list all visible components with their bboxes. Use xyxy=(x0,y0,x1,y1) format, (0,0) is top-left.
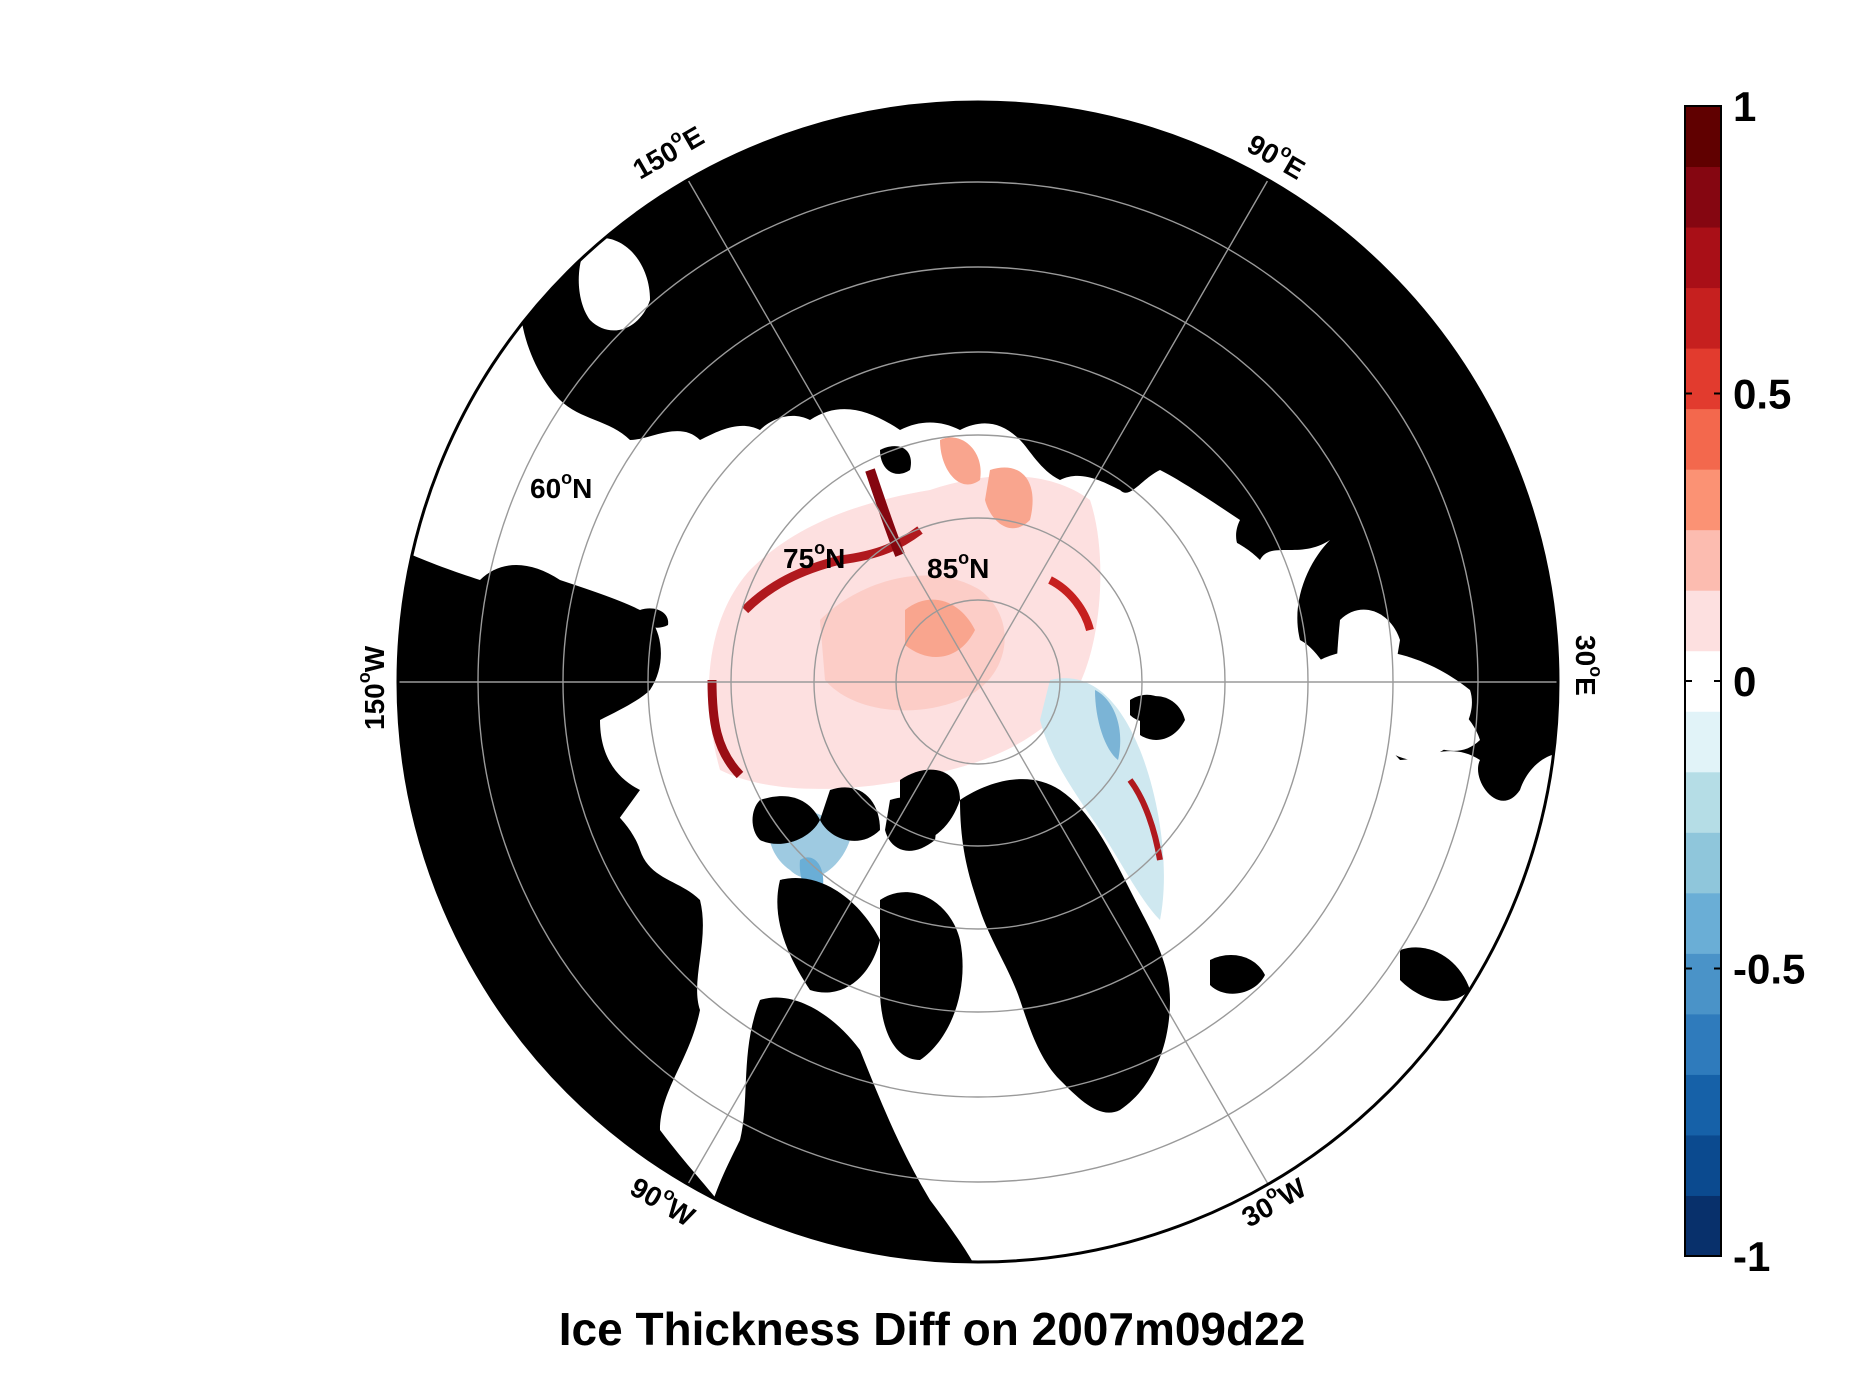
lon-label-30e: 30oE xyxy=(1570,635,1606,696)
lat-label-75: 75oN xyxy=(783,538,845,574)
landmass-baffin xyxy=(700,997,980,1262)
landmass-iceland xyxy=(1210,955,1265,994)
lat-label-60: 60oN xyxy=(530,468,592,504)
colorbar-segments xyxy=(1685,106,1721,1257)
positive-diff-edge-atlantic xyxy=(1048,576,1094,632)
latitude-labels: 60oN 75oN 85oN xyxy=(530,468,989,584)
positive-diff-ridge-2 xyxy=(985,467,1033,529)
colorbar-segment xyxy=(1685,590,1721,652)
lat-label-85: 85oN xyxy=(927,548,989,584)
landmass-caa-4 xyxy=(777,878,880,993)
colorbar-segment xyxy=(1685,1195,1721,1257)
landmass-caa-5 xyxy=(880,892,963,1060)
colorbar-segment xyxy=(1685,1134,1721,1196)
ice-diff-field xyxy=(707,437,1164,920)
polar-map xyxy=(398,102,1558,1262)
colorbar-segment xyxy=(1685,469,1721,531)
colorbar-tick-label: 0 xyxy=(1733,658,1756,705)
sea-okhotsk xyxy=(578,238,650,331)
landmass-caa-6 xyxy=(830,1077,870,1135)
colorbar: 1 0.5 0 -0.5 -1 xyxy=(1684,83,1805,1280)
colorbar-segment xyxy=(1685,227,1721,289)
figure-title: Ice Thickness Diff on 2007m09d22 xyxy=(559,1303,1306,1355)
sea-barents xyxy=(1320,650,1472,760)
colorbar-segment xyxy=(1685,1013,1721,1075)
colorbar-segment xyxy=(1685,1074,1721,1136)
colorbar-segment xyxy=(1685,711,1721,773)
landmass-scandinavia xyxy=(1400,947,1470,1001)
colorbar-tick-label: -1 xyxy=(1733,1233,1770,1280)
colorbar-tick-label: 0.5 xyxy=(1733,371,1791,418)
map-border xyxy=(396,100,1560,1264)
negative-diff-region xyxy=(1040,678,1164,920)
colorbar-segment xyxy=(1685,771,1721,833)
colorbar-segment xyxy=(1685,106,1721,168)
inland-seas xyxy=(578,238,1480,760)
landmass-greenland xyxy=(960,779,1170,1113)
colorbar-tick-label: 1 xyxy=(1733,83,1756,130)
colorbar-segment xyxy=(1685,348,1721,410)
landmass-new-siberian xyxy=(880,446,911,474)
landmass-ellesmere xyxy=(900,769,960,843)
colorbar-ticks: 1 0.5 0 -0.5 -1 xyxy=(1685,83,1805,1280)
colorbar-segment xyxy=(1685,166,1721,228)
colorbar-segment xyxy=(1685,953,1721,1015)
landmass-franz-josef xyxy=(1130,694,1170,722)
graticule xyxy=(398,179,1558,1185)
meridian-120 xyxy=(687,179,1269,1185)
positive-diff-ridge-3 xyxy=(940,437,981,485)
lon-label-150w: 150oW xyxy=(354,645,390,730)
colorbar-tick-label: -0.5 xyxy=(1733,946,1805,993)
colorbar-segment xyxy=(1685,892,1721,954)
sea-kara xyxy=(1140,529,1260,594)
negative-diff-core xyxy=(1095,690,1121,760)
colorbar-segment xyxy=(1685,287,1721,349)
landmass-caa-1 xyxy=(752,796,820,844)
positive-diff-edge-laptev xyxy=(865,468,905,557)
positive-diff-edge-caa xyxy=(707,679,744,779)
landmass-eurasia xyxy=(520,102,1558,801)
positive-diff-ridge-1 xyxy=(905,599,975,657)
colorbar-segment xyxy=(1685,408,1721,470)
colorbar-segment xyxy=(1685,529,1721,591)
colorbar-segment xyxy=(1685,832,1721,894)
